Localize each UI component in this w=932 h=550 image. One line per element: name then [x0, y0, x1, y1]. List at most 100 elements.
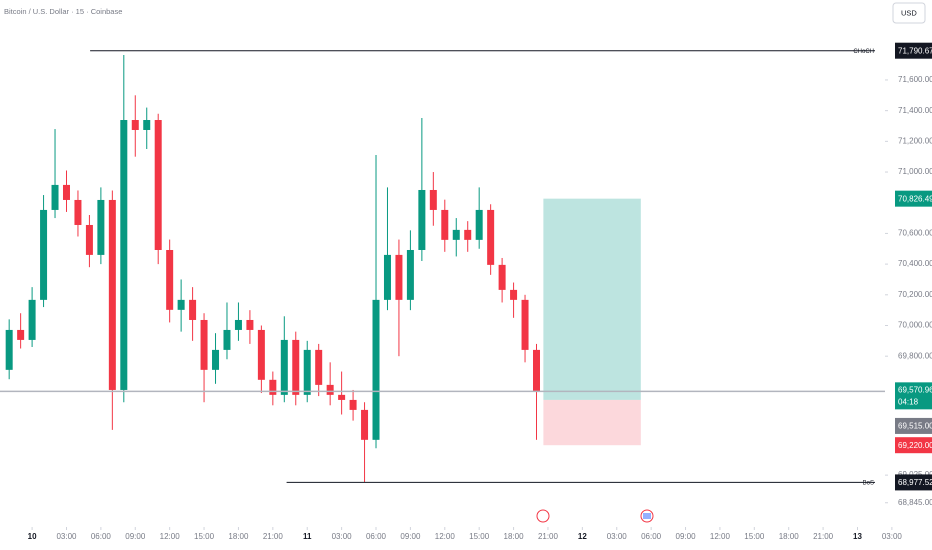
candle-body: [223, 329, 231, 350]
currency-button[interactable]: [892, 2, 926, 24]
x-tick-label: 18:00: [228, 532, 249, 541]
x-tick-label: 09:00: [676, 532, 697, 541]
entry-label: 69,515.00: [898, 422, 932, 431]
price-tag: [895, 437, 932, 454]
candle-body: [280, 339, 288, 395]
y-tick-label: 71,200.00: [898, 136, 932, 145]
candle-body: [51, 184, 59, 210]
x-tick-label: 12:00: [710, 532, 731, 541]
x-tick-label: 06:00: [641, 532, 662, 541]
stop-label: 69,220.00: [898, 441, 932, 450]
candle-body: [189, 299, 197, 320]
current-price-label: 69,570.96: [898, 385, 932, 394]
candle-body: [5, 329, 13, 370]
y-tick-label: 70,000.00: [898, 321, 932, 330]
candle-body: [326, 384, 334, 395]
x-tick-label: 03:00: [882, 532, 903, 541]
candle-body: [498, 264, 506, 290]
candle-body: [464, 229, 472, 240]
candle-body: [269, 379, 277, 395]
price-tag-label: 68,977.52: [898, 478, 932, 487]
candle-body: [292, 339, 300, 395]
candle-body: [406, 249, 414, 300]
candle-body: [234, 319, 242, 330]
x-tick-label: 03:00: [607, 532, 628, 541]
price-tag-label: 71,790.67: [898, 46, 932, 55]
x-tick-label: 03:00: [332, 532, 353, 541]
candle-body: [108, 199, 116, 390]
candle-body: [166, 249, 174, 310]
candle-body: [257, 329, 265, 380]
x-tick-label: 21:00: [813, 532, 834, 541]
x-tick-label: 21:00: [263, 532, 284, 541]
x-tick-label: 11: [303, 532, 312, 541]
x-tick-label: 10: [28, 532, 37, 541]
x-tick-label: 09:00: [125, 532, 146, 541]
x-tick-label: 18:00: [779, 532, 800, 541]
candle-body: [510, 289, 518, 300]
event-icon: [536, 509, 654, 523]
candle-body: [62, 184, 70, 200]
y-tick-label: 71,400.00: [898, 106, 932, 115]
x-tick-label: 06:00: [366, 532, 387, 541]
price-tag: [895, 417, 932, 434]
candle-body: [372, 299, 380, 440]
price-tag: [895, 42, 932, 59]
candle-body: [154, 120, 162, 250]
target-label: 70,826.49: [898, 194, 932, 203]
candle-body: [441, 209, 449, 240]
candle-body: [418, 189, 426, 250]
candle-body: [315, 349, 323, 385]
countdown: 04:18: [898, 397, 919, 406]
x-tick-label: 18:00: [504, 532, 525, 541]
candle-body: [395, 254, 403, 300]
candle-body: [143, 120, 151, 130]
candle-body: [361, 409, 369, 440]
level-name: BoS: [863, 480, 874, 486]
x-tick-label: 15:00: [194, 532, 215, 541]
level-name: CHoCH: [853, 49, 874, 55]
candle-body: [40, 209, 48, 300]
candle-body: [74, 199, 82, 225]
x-tick-label: 12: [578, 532, 587, 541]
candle-body: [533, 349, 541, 392]
candle-body: [97, 199, 105, 255]
candle-body: [487, 209, 495, 265]
y-tick-label: 70,200.00: [898, 290, 932, 299]
candle-body: [212, 349, 220, 370]
x-tick-label: 15:00: [469, 532, 490, 541]
candle-body: [338, 394, 346, 400]
candle-body: [429, 189, 437, 210]
candle-body: [383, 254, 391, 300]
x-tick-label: 13: [853, 532, 862, 541]
candle-body: [28, 299, 36, 340]
x-tick-label: 09:00: [400, 532, 421, 541]
price-tag: [895, 382, 932, 410]
y-tick-label: 68,845.00: [898, 498, 932, 507]
candle-body: [246, 319, 254, 330]
candle-body: [303, 349, 311, 395]
x-tick-label: 03:00: [56, 532, 77, 541]
candle-body: [349, 399, 357, 410]
x-tick-label: 06:00: [91, 532, 112, 541]
candle-body: [452, 229, 460, 240]
candle-body: [521, 299, 529, 350]
candle-body: [177, 299, 185, 310]
y-tick-label: 71,600.00: [898, 75, 932, 84]
y-tick-label: 70,600.00: [898, 229, 932, 238]
profit-zone: [543, 198, 641, 400]
loss-zone: [543, 399, 641, 446]
chart-title: Bitcoin / U.S. Dollar · 15 · Coinbase: [4, 7, 122, 16]
candle-body: [85, 224, 93, 255]
candle-body: [475, 209, 483, 240]
price-tag: [895, 190, 932, 207]
x-tick-label: 15:00: [744, 532, 765, 541]
x-tick-label: 12:00: [435, 532, 456, 541]
price-tag: [895, 474, 932, 491]
candle-body: [200, 319, 208, 370]
y-tick-label: 71,000.00: [898, 167, 932, 176]
candle-body: [17, 329, 25, 340]
currency[interactable]: USD: [901, 8, 917, 17]
x-tick-label: 12:00: [160, 532, 181, 541]
